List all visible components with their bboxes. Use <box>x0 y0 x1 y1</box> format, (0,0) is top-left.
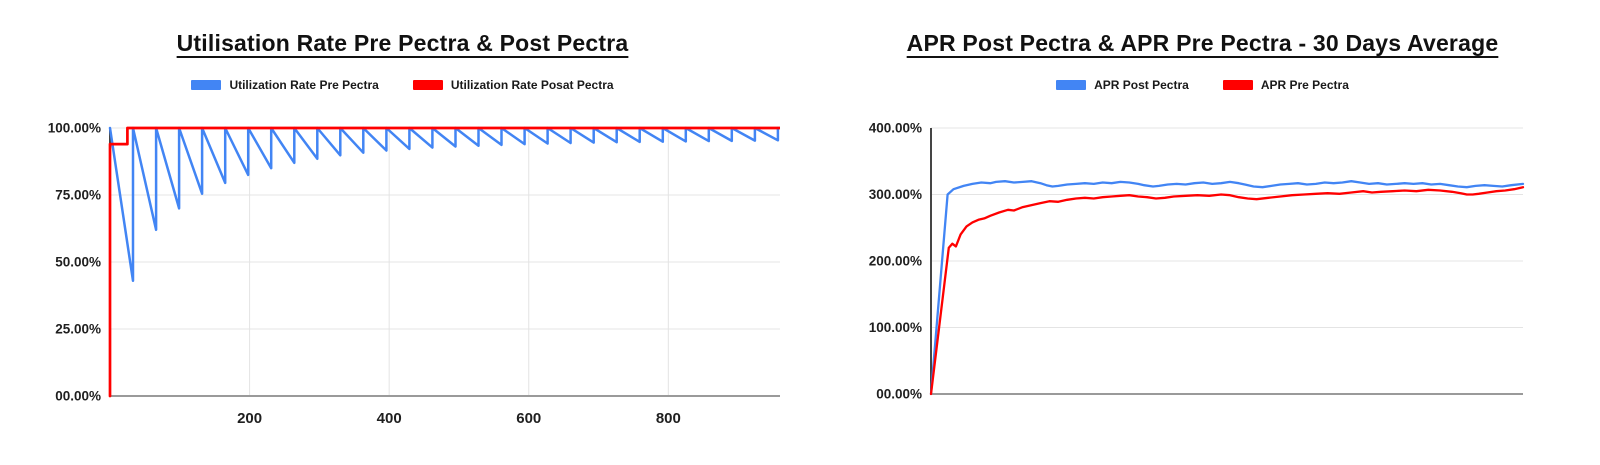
svg-text:25.00%: 25.00% <box>55 322 101 337</box>
legend-item-apr-pre-pectra: APR Pre Pectra <box>1222 78 1349 92</box>
legend-swatch-red <box>1222 80 1253 90</box>
apr-chart: APR Post Pectra & APR Pre Pectra - 30 Da… <box>845 0 1560 465</box>
legend-swatch-blue <box>191 80 222 90</box>
legend-swatch-blue <box>1056 80 1087 90</box>
utilisation-rate-chart: Utilisation Rate Pre Pectra & Post Pectr… <box>25 0 780 465</box>
legend-label: APR Post Pectra <box>1094 78 1189 92</box>
legend-swatch-red <box>412 80 443 90</box>
apr-chart-plot-area: 00.00% 100.00% 200.00% 300.00% 400.00% <box>869 121 1525 402</box>
legend-label: Utilization Rate Pre Pectra <box>229 78 379 92</box>
utilisation-chart-plot-area: 00.00% 25.00% 50.00% 75.00% 100.00% 200 400 600… <box>48 121 780 427</box>
svg-text:600: 600 <box>516 410 541 427</box>
svg-text:800: 800 <box>656 410 681 427</box>
svg-text:200.00%: 200.00% <box>869 254 922 269</box>
svg-text:00.00%: 00.00% <box>55 389 101 404</box>
legend-label: APR Pre Pectra <box>1260 78 1349 92</box>
apr-chart-legend: APR Post Pectra APR Pre Pectra <box>845 78 1560 92</box>
svg-text:100.00%: 100.00% <box>869 320 922 335</box>
svg-text:50.00%: 50.00% <box>55 255 101 270</box>
utilisation-chart-title: Utilisation Rate Pre Pectra & Post Pectr… <box>176 30 629 56</box>
svg-text:200: 200 <box>237 410 262 427</box>
svg-text:400.00%: 400.00% <box>869 121 922 136</box>
utilisation-chart-legend: Utilization Rate Pre Pectra Utilization … <box>25 78 780 92</box>
legend-item-utilization-post-pectra: Utilization Rate Posat Pectra <box>412 78 614 92</box>
svg-text:300.00%: 300.00% <box>869 187 922 202</box>
svg-text:00.00%: 00.00% <box>876 387 922 402</box>
apr-chart-title: APR Post Pectra & APR Pre Pectra - 30 Da… <box>906 30 1499 56</box>
legend-label: Utilization Rate Posat Pectra <box>450 78 614 92</box>
svg-text:100.00%: 100.00% <box>48 121 101 136</box>
svg-text:400: 400 <box>377 410 402 427</box>
legend-item-apr-post-pectra: APR Post Pectra <box>1056 78 1189 92</box>
legend-item-utilization-pre-pectra: Utilization Rate Pre Pectra <box>191 78 379 92</box>
svg-text:75.00%: 75.00% <box>55 188 101 203</box>
